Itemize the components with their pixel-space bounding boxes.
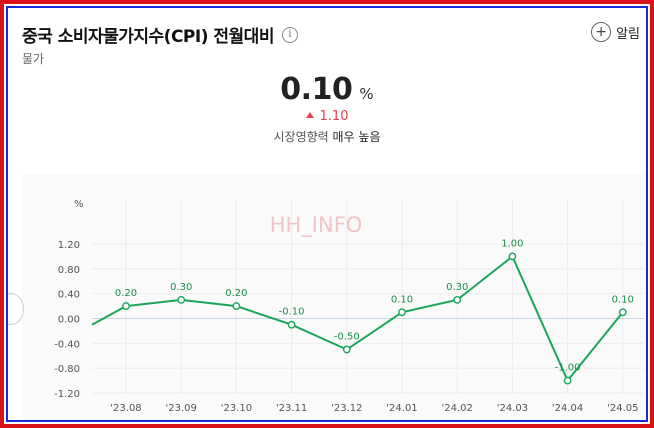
- data-point: [563, 376, 572, 385]
- y-tick-label: 0.40: [58, 290, 80, 301]
- data-point: [232, 302, 241, 310]
- data-label: -1.00: [555, 363, 581, 374]
- title-row: 중국 소비자물가지수(CPI) 전월대비 i: [22, 22, 298, 47]
- y-tick-label: 0.00: [58, 315, 80, 326]
- y-tick-label: 1.20: [58, 240, 80, 251]
- data-point: [398, 308, 406, 317]
- data-label: 1.00: [501, 238, 523, 249]
- x-tick-label: '23.08: [110, 403, 141, 414]
- line-chart: 1.20 0.80 0.40 0.00 -0.40 -0.80 -1.20% HH_INFO 0…: [54, 198, 644, 414]
- x-tick-label: '24.05: [607, 403, 638, 414]
- plus-icon: +: [591, 22, 612, 42]
- data-point: [508, 252, 517, 261]
- chart-area: 1.20 0.80 0.40 0.00 -0.40 -0.80 -1.20% HH_INFO 0…: [22, 174, 646, 418]
- info-icon[interactable]: i: [281, 26, 298, 43]
- y-tick-label: -0.40: [54, 339, 80, 350]
- change-value: 1.10: [319, 109, 349, 124]
- y-tick-label: -1.20: [54, 389, 80, 400]
- impact-label: 시장영향력: [273, 130, 329, 144]
- category-label: 물가: [22, 52, 45, 66]
- market-impact: 시장영향력 매우 높음: [8, 128, 646, 145]
- data-label: -0.50: [334, 332, 360, 343]
- data-label: 0.10: [391, 294, 413, 305]
- data-label: 0.20: [225, 288, 247, 299]
- data-label: 0.30: [170, 282, 192, 293]
- up-triangle-icon: [305, 112, 314, 118]
- data-point: [618, 308, 627, 317]
- y-axis-unit: %: [74, 199, 84, 210]
- impact-value: 매우 높음: [332, 130, 381, 144]
- current-value: 0.10: [280, 72, 353, 107]
- x-tick-label: '24.02: [442, 403, 473, 414]
- x-tick-label: '23.12: [331, 403, 362, 414]
- data-point: [177, 295, 186, 304]
- x-tick-label: '24.03: [497, 403, 528, 414]
- x-tick-label: '23.09: [166, 403, 197, 414]
- watermark: HH_INFO: [270, 213, 363, 238]
- x-tick-label: '24.01: [386, 403, 417, 414]
- data-label: 0.20: [115, 288, 137, 299]
- change-value-row: 1.10: [8, 109, 646, 124]
- widget-panel: 중국 소비자물가지수(CPI) 전월대비 i 물가 + 알림 0.10 % 1.…: [6, 6, 648, 422]
- data-point: [453, 295, 462, 304]
- data-label: 0.10: [612, 294, 634, 305]
- value-unit: %: [359, 85, 374, 103]
- data-point: [122, 302, 130, 310]
- x-tick-label: '23.11: [276, 403, 307, 414]
- summary-block: 0.10 % 1.10 시장영향력 매우 높음: [8, 72, 646, 145]
- y-tick-label: -0.80: [54, 364, 80, 375]
- data-point: [342, 345, 351, 354]
- alarm-label: 알림: [616, 26, 640, 42]
- y-tick-label: 0.80: [58, 265, 80, 276]
- x-tick-label: '23.10: [221, 403, 252, 414]
- indicator-title: 중국 소비자물가지수(CPI) 전월대비: [22, 27, 274, 47]
- data-point: [287, 320, 296, 329]
- alarm-button[interactable]: + 알림: [591, 22, 640, 42]
- data-label: 0.30: [446, 282, 468, 293]
- x-tick-label: '24.04: [552, 403, 583, 414]
- data-label: -0.10: [279, 307, 305, 318]
